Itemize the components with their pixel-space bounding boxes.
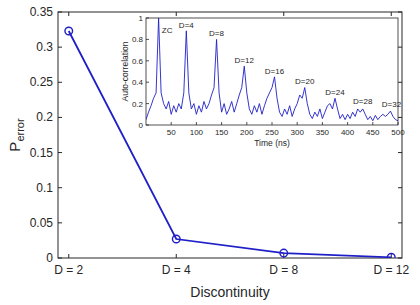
data-marker [65,27,73,35]
x-tick [283,12,284,16]
y-axis-label-sub: error [14,118,26,142]
data-marker [280,249,288,257]
x-tick [176,254,177,258]
y-tick [58,258,62,259]
y-tick [58,222,62,223]
x-axis-label: Discontinuity [190,284,269,300]
y-tick-label: 0.05 [30,216,54,230]
background [0,0,420,305]
inset-x-tick-label: 500 [391,128,405,137]
inset-y-tick-label: 0.2 [132,100,144,109]
data-marker [172,235,180,243]
inset-y-tick [146,18,149,19]
y-tick [398,187,402,188]
y-tick [398,82,402,83]
x-tick-label: D = 2 [54,263,83,277]
inset-x-tick [171,122,172,125]
y-tick-label: 0.3 [36,40,53,54]
inset-x-tick [372,122,373,125]
inset-x-tick-label: 350 [316,128,330,137]
y-tick [58,12,62,13]
y-tick [398,47,402,48]
main-axes: 0 0.05 0.1 0.15 0.2 0.25 0.3 0.35 D = 2 D = 4 D = … [6,5,409,300]
x-tick [176,12,177,16]
inset-y-tick-label: 0.4 [132,78,144,87]
y-tick-label: 0.35 [30,5,54,19]
chart-canvas: 0 0.05 0.1 0.15 0.2 0.25 0.3 0.35 D = 2 D = 4 D = … [0,0,420,305]
y-tick [398,117,402,118]
inset-y-tick-label: 0.8 [132,35,144,44]
y-tick-label: 0.25 [30,75,54,89]
y-tick [58,152,62,153]
inset-x-tick [297,122,298,125]
x-tick-label: D = 8 [269,263,298,277]
inset-x-tick [398,122,399,125]
annotation: D=16 [265,67,285,76]
inset-x-tick-label: 100 [190,128,204,137]
y-tick [58,117,62,118]
y-tick [398,222,402,223]
annotation: D=32 [382,100,402,109]
x-tick-label: D = 12 [373,263,409,277]
inset-x-tick-label: 450 [366,128,380,137]
inset-annotations: ZC D=4 D=8 D=12 D=16 D=20 D=24 D=28 D=32 [162,21,402,109]
inset-x-axis-label: Time (ns) [254,138,290,148]
y-tick [398,258,402,259]
y-axis-label-main: P [6,142,23,152]
y-tick-label: 0.2 [36,110,53,124]
inset-x-tick [322,122,323,125]
inset-x-tick [196,122,197,125]
data-marker [387,253,395,258]
inset-data [146,18,398,121]
inset-y-tick [146,103,149,104]
annotation: D=24 [325,88,345,97]
y-tick [58,82,62,83]
inset-x-tick [246,122,247,125]
y-tick [58,47,62,48]
inset-x-tick-label: 50 [167,128,176,137]
inset-x-tick [347,122,348,125]
inset-y-tick-label: 0 [139,121,144,130]
inset-y-tick [146,125,149,126]
y-tick-label: 0 [46,251,53,265]
inset-y-tick [146,39,149,40]
y-axis-label: Perror [6,118,26,152]
annotation: D=20 [295,77,315,86]
plot-frame [58,12,402,258]
x-tick [391,12,392,16]
inset-frame [146,18,398,125]
inset-y-tick-label: 0.6 [132,57,144,66]
y-tick-label: 0.1 [36,181,53,195]
inset-y-tick [146,82,149,83]
inset-x-tick-label: 400 [341,128,355,137]
annotation: D=28 [353,97,373,106]
inset-y-axis-label: Auto-correlation [120,41,130,101]
y-tick [398,12,402,13]
inset-x-tick-label: 150 [215,128,229,137]
inset-axes: 00.20.40.60.8150100150200250300350400450… [120,14,405,148]
x-tick [68,12,69,16]
y-tick-label: 0.15 [30,146,54,160]
inset-x-tick-label: 250 [265,128,279,137]
annotation: D=4 [179,21,194,30]
inset-y-tick [146,60,149,61]
y-tick [58,187,62,188]
inset-x-tick-label: 300 [291,128,305,137]
inset-x-tick [221,122,222,125]
y-tick [398,152,402,153]
x-tick [68,254,69,258]
inset-line [146,18,398,121]
annotation: D=8 [209,29,224,38]
inset-x-tick [272,122,273,125]
annotation: D=12 [235,56,255,65]
x-tick-label: D = 4 [162,263,191,277]
inset-x-tick-label: 200 [240,128,254,137]
annotation: ZC [162,26,173,35]
inset-y-tick-label: 1 [139,14,144,23]
